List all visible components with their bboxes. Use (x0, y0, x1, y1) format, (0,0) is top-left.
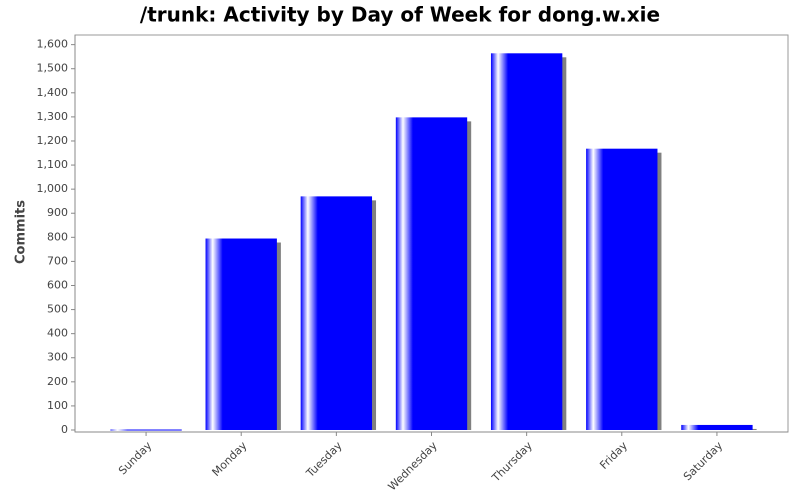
y-tick-label: 1,600 (37, 38, 69, 51)
y-tick-label: 500 (47, 303, 68, 316)
y-tick-label: 1,400 (37, 86, 69, 99)
bar (300, 196, 373, 430)
x-tick-label: Wednesday (386, 439, 441, 494)
x-tick-label: Thursday (489, 439, 535, 485)
y-tick-label: 900 (47, 206, 68, 219)
y-tick-label: 0 (61, 423, 68, 436)
bar (395, 117, 468, 430)
x-tick-label: Friday (597, 439, 630, 472)
x-tick-label: Saturday (681, 439, 726, 484)
y-tick-label: 1,300 (37, 110, 69, 123)
y-axis-label: Commits (14, 200, 29, 264)
y-tick-label: 400 (47, 327, 68, 340)
x-tick-label: Monday (210, 439, 250, 479)
y-tick-label: 600 (47, 278, 68, 291)
y-tick-label: 700 (47, 254, 68, 267)
bar (490, 53, 563, 431)
y-tick-label: 1,000 (37, 182, 69, 195)
y-tick-label: 1,200 (37, 134, 69, 147)
y-tick-label: 300 (47, 351, 68, 364)
y-tick-label: 200 (47, 375, 68, 388)
bar (681, 424, 753, 430)
y-tick-label: 1,500 (37, 62, 69, 75)
y-tick-label: 1,100 (37, 158, 69, 171)
bar (586, 148, 658, 430)
chart-title: /trunk: Activity by Day of Week for dong… (140, 3, 660, 27)
bar (205, 238, 277, 430)
y-tick-label: 800 (47, 230, 68, 243)
x-tick-label: Tuesday (303, 439, 345, 481)
bar (110, 429, 182, 431)
y-tick-label: 100 (47, 399, 68, 412)
x-tick-label: Sunday (116, 439, 155, 478)
